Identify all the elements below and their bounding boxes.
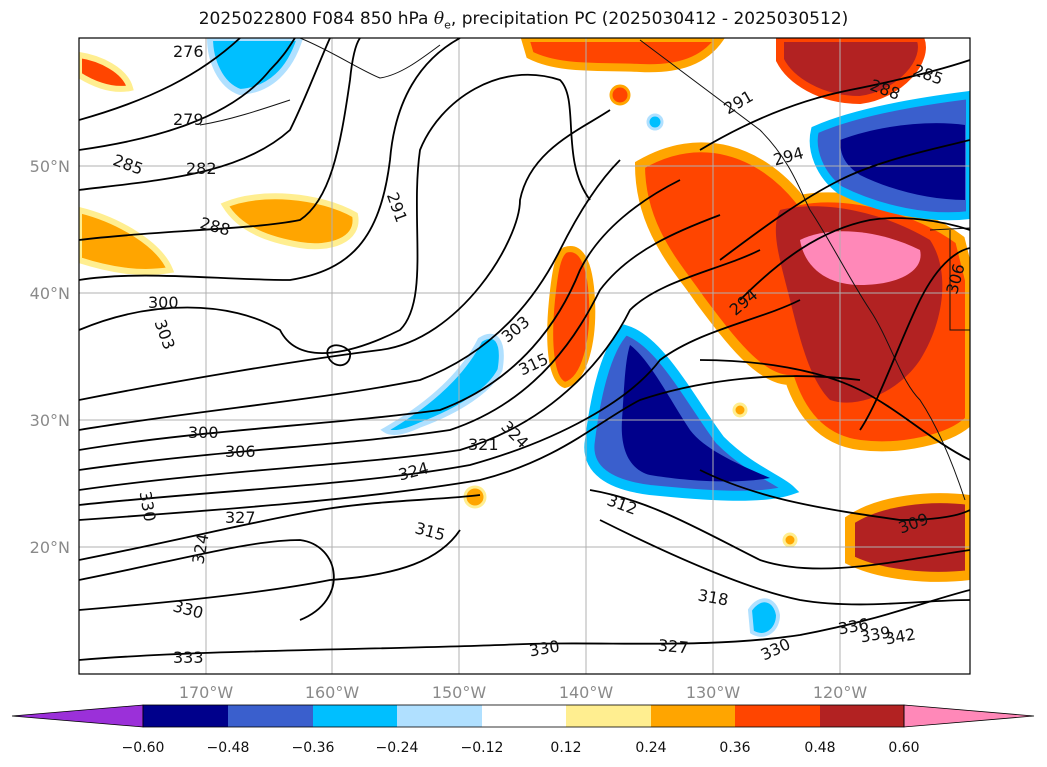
colorbar-bin xyxy=(143,705,228,727)
contour-label: 321 xyxy=(468,435,499,454)
colorbar-bin xyxy=(651,705,735,727)
colorbar-tick: −0.12 xyxy=(461,740,504,756)
colorbar: −0.60 −0.48 −0.36 −0.24 −0.12 0.12 0.24 … xyxy=(11,704,1035,756)
colorbar-bin xyxy=(228,705,313,727)
colorbar-bin xyxy=(313,705,397,727)
latitude-labels: 50°N 40°N 30°N 20°N xyxy=(30,157,70,557)
contour-label: 279 xyxy=(173,110,204,129)
positive-area-north xyxy=(520,38,725,73)
lat-label: 50°N xyxy=(30,157,70,176)
positive-spot-3 xyxy=(782,532,798,548)
positive-area-north2 xyxy=(776,38,926,105)
lon-label: 120°W xyxy=(813,683,868,702)
colorbar-tick: 0.60 xyxy=(888,740,919,756)
lon-label: 170°W xyxy=(179,683,234,702)
colorbar-bin xyxy=(735,705,820,727)
lon-label: 130°W xyxy=(686,683,741,702)
negative-spot-1 xyxy=(646,113,664,131)
colorbar-bin xyxy=(397,705,482,727)
colorbar-tick: −0.36 xyxy=(292,740,335,756)
negative-area-south xyxy=(747,598,781,637)
colorbar-tick: 0.12 xyxy=(550,740,581,756)
colorbar-tick: 0.36 xyxy=(719,740,750,756)
colorbar-extend-high xyxy=(903,704,1035,728)
lon-label: 150°W xyxy=(432,683,487,702)
positive-spot-4 xyxy=(609,84,631,106)
colorbar-tick: −0.48 xyxy=(207,740,250,756)
longitude-labels: 170°W 160°W 150°W 140°W 130°W 120°W xyxy=(179,683,868,702)
colorbar-extend-low xyxy=(11,704,144,728)
contour-label: 300 xyxy=(188,423,219,442)
contour-label: 333 xyxy=(173,648,204,667)
colorbar-tick: 0.48 xyxy=(804,740,835,756)
colorbar-tick: 0.24 xyxy=(635,740,666,756)
positive-area-west xyxy=(79,206,175,275)
positive-area-nw xyxy=(79,51,134,92)
map-frame xyxy=(78,37,971,675)
theta-e-contours xyxy=(79,38,970,661)
colorbar-tick: −0.24 xyxy=(376,740,419,756)
map-panel xyxy=(79,38,970,674)
colorbar-bin xyxy=(820,705,904,727)
colorbar-bin xyxy=(566,705,651,727)
positive-spot-2 xyxy=(732,402,748,418)
contour-label: 276 xyxy=(173,42,204,61)
positive-area-pink xyxy=(800,231,921,285)
colorbar-bin xyxy=(482,705,566,727)
contour-label: 327 xyxy=(225,508,256,527)
lon-label: 160°W xyxy=(305,683,360,702)
lat-label: 20°N xyxy=(30,538,70,557)
precip-shading xyxy=(79,38,970,637)
coastlines xyxy=(199,38,970,501)
negative-area-ne-core xyxy=(840,123,965,200)
positive-area-stripe xyxy=(547,246,596,389)
map-title: 2025022800 F084 850 hPa θe, precipitatio… xyxy=(198,9,849,32)
colorbar-tick: −0.60 xyxy=(122,740,165,756)
lat-label: 30°N xyxy=(30,411,70,430)
lon-label: 140°W xyxy=(559,683,614,702)
contour-label: 282 xyxy=(186,159,217,178)
lat-label: 40°N xyxy=(30,284,70,303)
contour-label: 306 xyxy=(225,442,256,461)
negative-area-jet xyxy=(380,333,504,435)
contour-label: 327 xyxy=(657,636,689,658)
contour-label: 300 xyxy=(148,293,179,312)
negative-area-trough-core xyxy=(621,345,770,482)
